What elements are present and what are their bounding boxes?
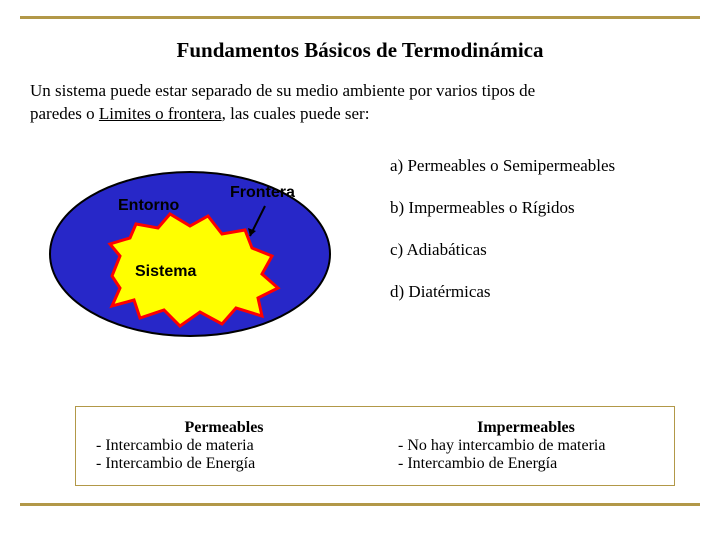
slide-frame: Fundamentos Básicos de Termodinámica Un … — [20, 16, 700, 506]
permeables-line2: - Intercambio de Energía — [96, 455, 352, 473]
impermeables-box: Impermeables - No hay intercambio de mat… — [390, 413, 662, 479]
system-diagram: Entorno Frontera Sistema — [40, 156, 340, 346]
slide-title: Fundamentos Básicos de Termodinámica — [20, 38, 700, 63]
frontera-label: Frontera — [230, 184, 295, 202]
intro-text: Un sistema puede estar separado de su me… — [30, 80, 680, 126]
impermeables-line1: - No hay intercambio de materia — [398, 437, 654, 455]
intro-underlined: Limites o frontera — [99, 104, 222, 123]
definition-boxes: Permeables - Intercambio de materia - In… — [75, 406, 675, 486]
type-b: b) Impermeables o Rígidos — [390, 198, 700, 218]
bottom-rule — [20, 503, 700, 506]
intro-line1: Un sistema puede estar separado de su me… — [30, 81, 535, 100]
impermeables-line2: - Intercambio de Energía — [398, 455, 654, 473]
type-d: d) Diatérmicas — [390, 282, 700, 302]
type-c: c) Adiabáticas — [390, 240, 700, 260]
intro-line2-pre: paredes o — [30, 104, 99, 123]
entorno-label: Entorno — [118, 197, 179, 215]
sistema-label: Sistema — [135, 263, 196, 281]
top-rule — [20, 16, 700, 19]
permeables-box: Permeables - Intercambio de materia - In… — [88, 413, 360, 479]
type-a: a) Permeables o Semipermeables — [390, 156, 700, 176]
permeables-line1: - Intercambio de materia — [96, 437, 352, 455]
boundary-types-list: a) Permeables o Semipermeables b) Imperm… — [390, 156, 700, 324]
permeables-title: Permeables — [96, 419, 352, 437]
diagram-svg — [40, 156, 340, 346]
intro-line2-post: , las cuales puede ser: — [222, 104, 370, 123]
impermeables-title: Impermeables — [398, 419, 654, 437]
